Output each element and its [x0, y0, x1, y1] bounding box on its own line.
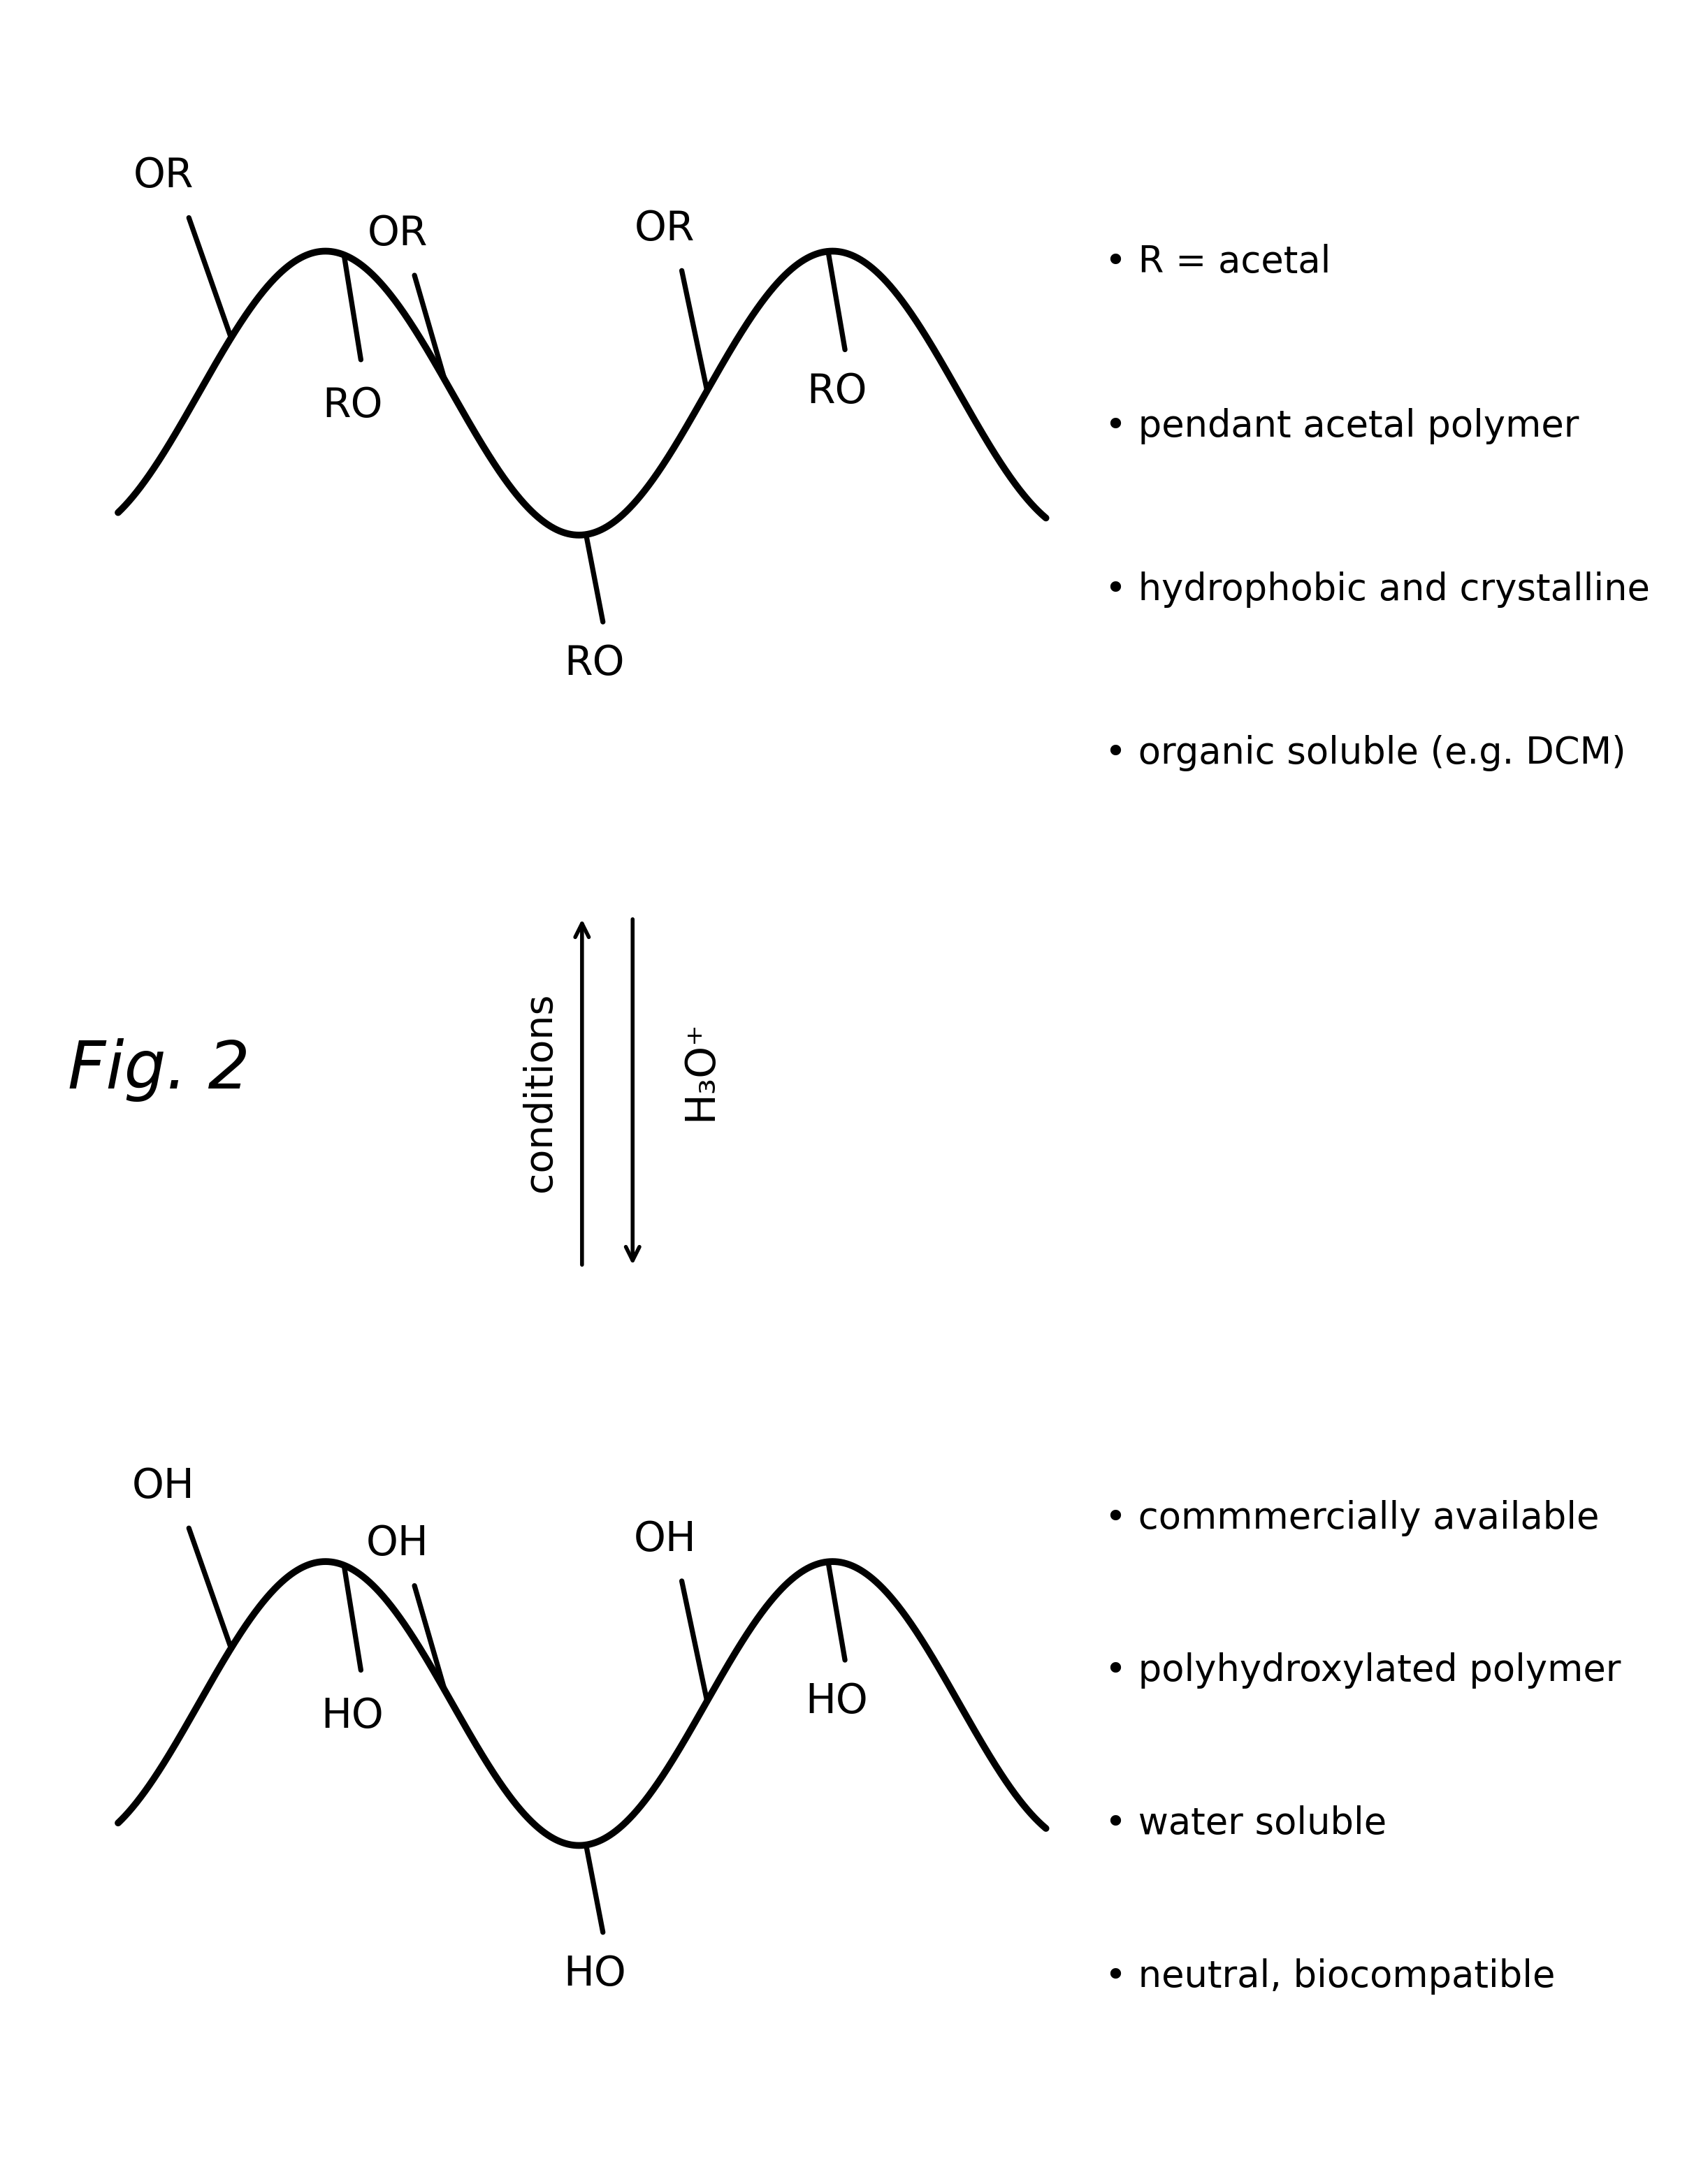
Text: OH: OH	[634, 1520, 697, 1559]
Text: H₃O⁺: H₃O⁺	[680, 1020, 720, 1120]
Text: OR: OR	[133, 155, 194, 197]
Text: RO: RO	[322, 387, 383, 426]
Text: OR: OR	[368, 214, 428, 253]
Text: • polyhydroxylated polymer: • polyhydroxylated polymer	[1105, 1653, 1621, 1688]
Text: • commmercially available: • commmercially available	[1105, 1500, 1599, 1535]
Text: conditions: conditions	[521, 992, 558, 1192]
Text: HO: HO	[805, 1682, 867, 1721]
Text: RO: RO	[563, 644, 624, 684]
Text: OH: OH	[366, 1524, 428, 1564]
Text: • pendant acetal polymer: • pendant acetal polymer	[1105, 408, 1579, 443]
Text: • neutral, biocompatible: • neutral, biocompatible	[1105, 1959, 1555, 1994]
Text: RO: RO	[806, 371, 867, 411]
Text: • R = acetal: • R = acetal	[1105, 245, 1331, 280]
Text: • water soluble: • water soluble	[1105, 1806, 1387, 1841]
Text: • organic soluble (e.g. DCM): • organic soluble (e.g. DCM)	[1105, 736, 1626, 771]
Text: HO: HO	[563, 1955, 626, 1994]
Text: HO: HO	[321, 1697, 385, 1736]
Text: Fig. 2: Fig. 2	[67, 1037, 250, 1103]
Text: OH: OH	[132, 1465, 196, 1507]
Text: • hydrophobic and crystalline: • hydrophobic and crystalline	[1105, 572, 1650, 607]
Text: OR: OR	[634, 210, 695, 249]
